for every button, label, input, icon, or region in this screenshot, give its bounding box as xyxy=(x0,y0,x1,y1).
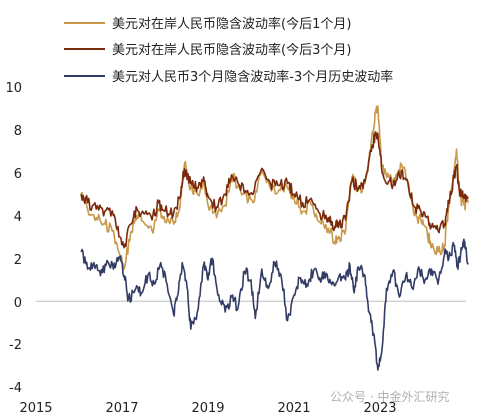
x-axis: 2015 2017 2019 2021 2023 xyxy=(19,401,396,416)
series-layer xyxy=(80,105,469,371)
legend-entry-3m: 美元对在岸人民币隐含波动率(今后3个月) xyxy=(64,42,351,58)
legend: 美元对在岸人民币隐含波动率(今后1个月) 美元对在岸人民币隐含波动率(今后3个月… xyxy=(64,16,393,85)
y-tick-label: 8 xyxy=(14,124,22,139)
y-axis: -4 -2 0 2 4 6 8 10 xyxy=(5,81,22,396)
x-tick-label: 2017 xyxy=(105,401,138,416)
series-line-3m xyxy=(80,131,469,249)
y-tick-label: 4 xyxy=(14,210,22,225)
x-tick-label: 2023 xyxy=(363,401,396,416)
series-line-spread xyxy=(80,238,469,371)
y-tick-label: 6 xyxy=(14,167,22,182)
x-tick-label: 2019 xyxy=(191,401,224,416)
x-tick-label: 2015 xyxy=(19,401,52,416)
watermark: 公众号 · 中金外汇研究 xyxy=(330,389,449,404)
legend-label-3m: 美元对在岸人民币隐含波动率(今后3个月) xyxy=(112,42,351,58)
series-line-1m xyxy=(80,105,469,271)
y-tick-label: 10 xyxy=(5,81,22,96)
legend-entry-spread: 美元对人民币3个月隐含波动率-3个月历史波动率 xyxy=(64,69,393,85)
x-tick-label: 2021 xyxy=(277,401,310,416)
y-tick-label: 0 xyxy=(14,296,22,311)
legend-label-spread: 美元对人民币3个月隐含波动率-3个月历史波动率 xyxy=(112,69,393,85)
legend-label-1m: 美元对在岸人民币隐含波动率(今后1个月) xyxy=(112,16,351,32)
y-tick-label: -4 xyxy=(9,381,22,396)
legend-entry-1m: 美元对在岸人民币隐含波动率(今后1个月) xyxy=(64,16,351,32)
y-tick-label: -2 xyxy=(9,338,22,353)
y-tick-label: 2 xyxy=(14,253,22,268)
